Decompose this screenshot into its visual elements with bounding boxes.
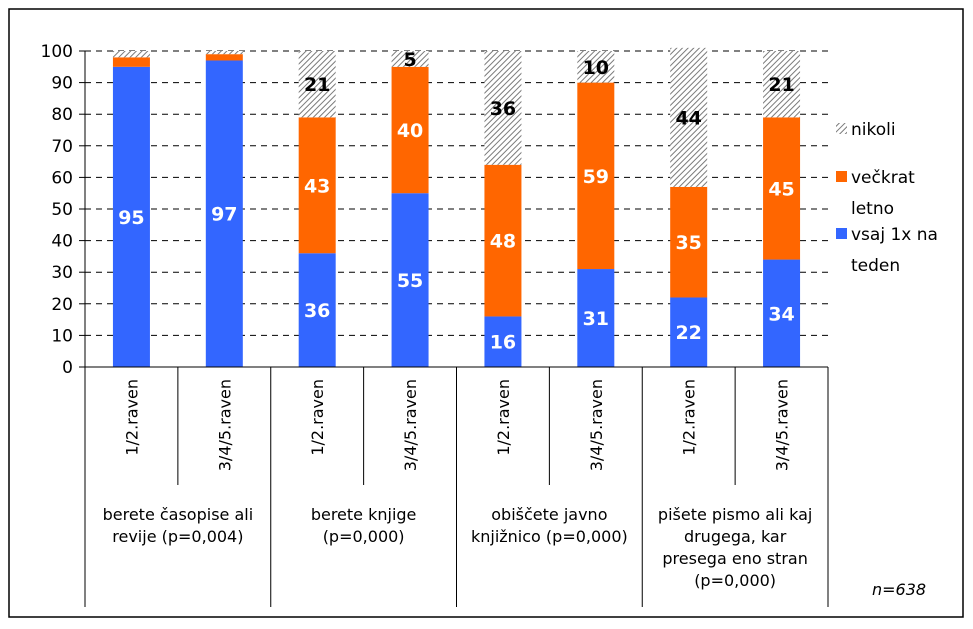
x-group-label: pišete pismo ali kaj drugega, kar presega …: [658, 505, 812, 590]
data-label: 21: [768, 74, 794, 96]
x-category-label: 1/2.raven: [680, 379, 699, 456]
bar-segment: [763, 117, 801, 260]
bar-segment: [670, 297, 708, 367]
y-tick-label: 30: [51, 263, 73, 283]
bar-segment: [205, 51, 243, 55]
bar-segment: [205, 54, 243, 61]
data-label: 97: [211, 204, 237, 226]
data-label: 36: [304, 300, 330, 322]
bar-segment: [670, 186, 708, 298]
data-label: 10: [583, 57, 609, 79]
data-label: 31: [583, 308, 609, 330]
bar-segment: [763, 51, 801, 118]
data-label: 34: [768, 303, 794, 325]
x-category-label: 3/4/5.raven: [773, 379, 792, 471]
y-tick-label: 40: [51, 232, 73, 252]
data-label: 59: [583, 166, 609, 188]
legend-swatch: [836, 228, 847, 239]
bar-segment: [298, 51, 336, 118]
bar-segment: [763, 259, 801, 367]
x-category-label: 1/2.raven: [494, 379, 513, 456]
bar-segment: [298, 117, 336, 254]
bar-segment: [391, 193, 429, 367]
bar-segment: [205, 60, 243, 367]
y-tick-label: 90: [51, 74, 73, 94]
data-label: 45: [768, 178, 794, 200]
bar-segment: [391, 66, 429, 194]
y-tick-label: 100: [41, 42, 73, 62]
data-label: 95: [118, 207, 144, 229]
legend-label: nikoli: [851, 120, 896, 140]
data-label: 22: [675, 322, 701, 344]
y-tick-label: 60: [51, 168, 73, 188]
data-label: 48: [490, 231, 516, 253]
bar-segment: [484, 164, 522, 317]
data-label: 35: [675, 232, 701, 254]
y-tick-label: 20: [51, 295, 73, 315]
y-tick-label: 0: [62, 358, 73, 378]
bar-segment: [112, 51, 150, 58]
y-tick-label: 50: [51, 200, 73, 220]
x-category-label: 1/2.raven: [308, 379, 327, 456]
data-label: 43: [304, 175, 330, 197]
bar-segment: [670, 47, 708, 187]
data-label: 16: [490, 332, 516, 354]
bar-segment: [298, 253, 336, 367]
legend-swatch: [836, 123, 847, 134]
data-label: 36: [490, 98, 516, 120]
x-category-label: 3/4/5.raven: [215, 379, 234, 471]
bar-segment: [577, 269, 615, 367]
data-label: 21: [304, 74, 330, 96]
y-tick-label: 80: [51, 105, 73, 125]
legend-swatch: [836, 171, 847, 182]
y-tick-label: 70: [51, 137, 73, 157]
legend-label: večkrat letno: [851, 168, 915, 219]
legend-label: vsaj 1x na teden: [851, 225, 938, 276]
bar-segment: [112, 57, 150, 67]
y-tick-label: 10: [51, 326, 73, 346]
data-label: 55: [397, 270, 423, 292]
bar-segment: [484, 51, 522, 165]
sample-size-note: n=638: [872, 580, 926, 599]
x-category-label: 1/2.raven: [122, 379, 141, 456]
data-label: 5: [403, 49, 416, 71]
bar-segment: [577, 82, 615, 270]
bar-segment: [112, 66, 150, 368]
bar-segment: [484, 316, 522, 367]
data-label: 44: [675, 107, 701, 129]
x-category-label: 3/4/5.raven: [587, 379, 606, 471]
x-category-label: 3/4/5.raven: [401, 379, 420, 471]
bar-segment: [391, 51, 429, 67]
data-label: 40: [397, 120, 423, 142]
x-group-label: berete knjige (p=0,000): [311, 505, 417, 546]
x-group-label: berete časopise ali revije (p=0,004): [103, 505, 254, 546]
x-group-label: obiščete javno knjižnico (p=0,000): [471, 505, 628, 546]
bar-segment: [577, 51, 615, 83]
